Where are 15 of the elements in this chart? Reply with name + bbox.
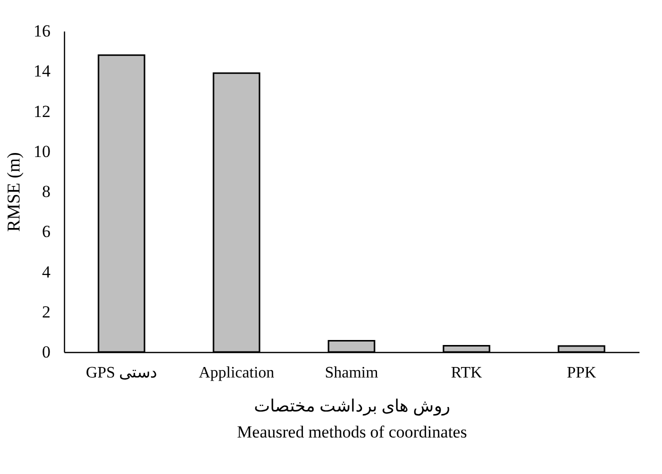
x-tick-label: PPK bbox=[566, 364, 597, 382]
y-tick-label: 6 bbox=[42, 222, 50, 242]
y-tick-label: 12 bbox=[34, 102, 50, 121]
y-axis-title: RMSE (m) bbox=[4, 152, 24, 232]
y-tick-label: 14 bbox=[34, 62, 51, 81]
y-tick-label: 4 bbox=[42, 262, 51, 282]
x-tick-label: Shamim bbox=[324, 364, 379, 382]
y-tick-label: 16 bbox=[34, 22, 50, 40]
y-tick-label: 8 bbox=[42, 182, 50, 201]
y-tick-label: 0 bbox=[42, 342, 50, 362]
x-tick-label: RTK bbox=[450, 364, 482, 382]
x-tick-label: GPS دستی bbox=[86, 364, 158, 382]
y-tick-label: 2 bbox=[42, 302, 50, 322]
y-tick-label: 10 bbox=[34, 142, 50, 161]
x-tick-label: Application bbox=[198, 364, 274, 382]
